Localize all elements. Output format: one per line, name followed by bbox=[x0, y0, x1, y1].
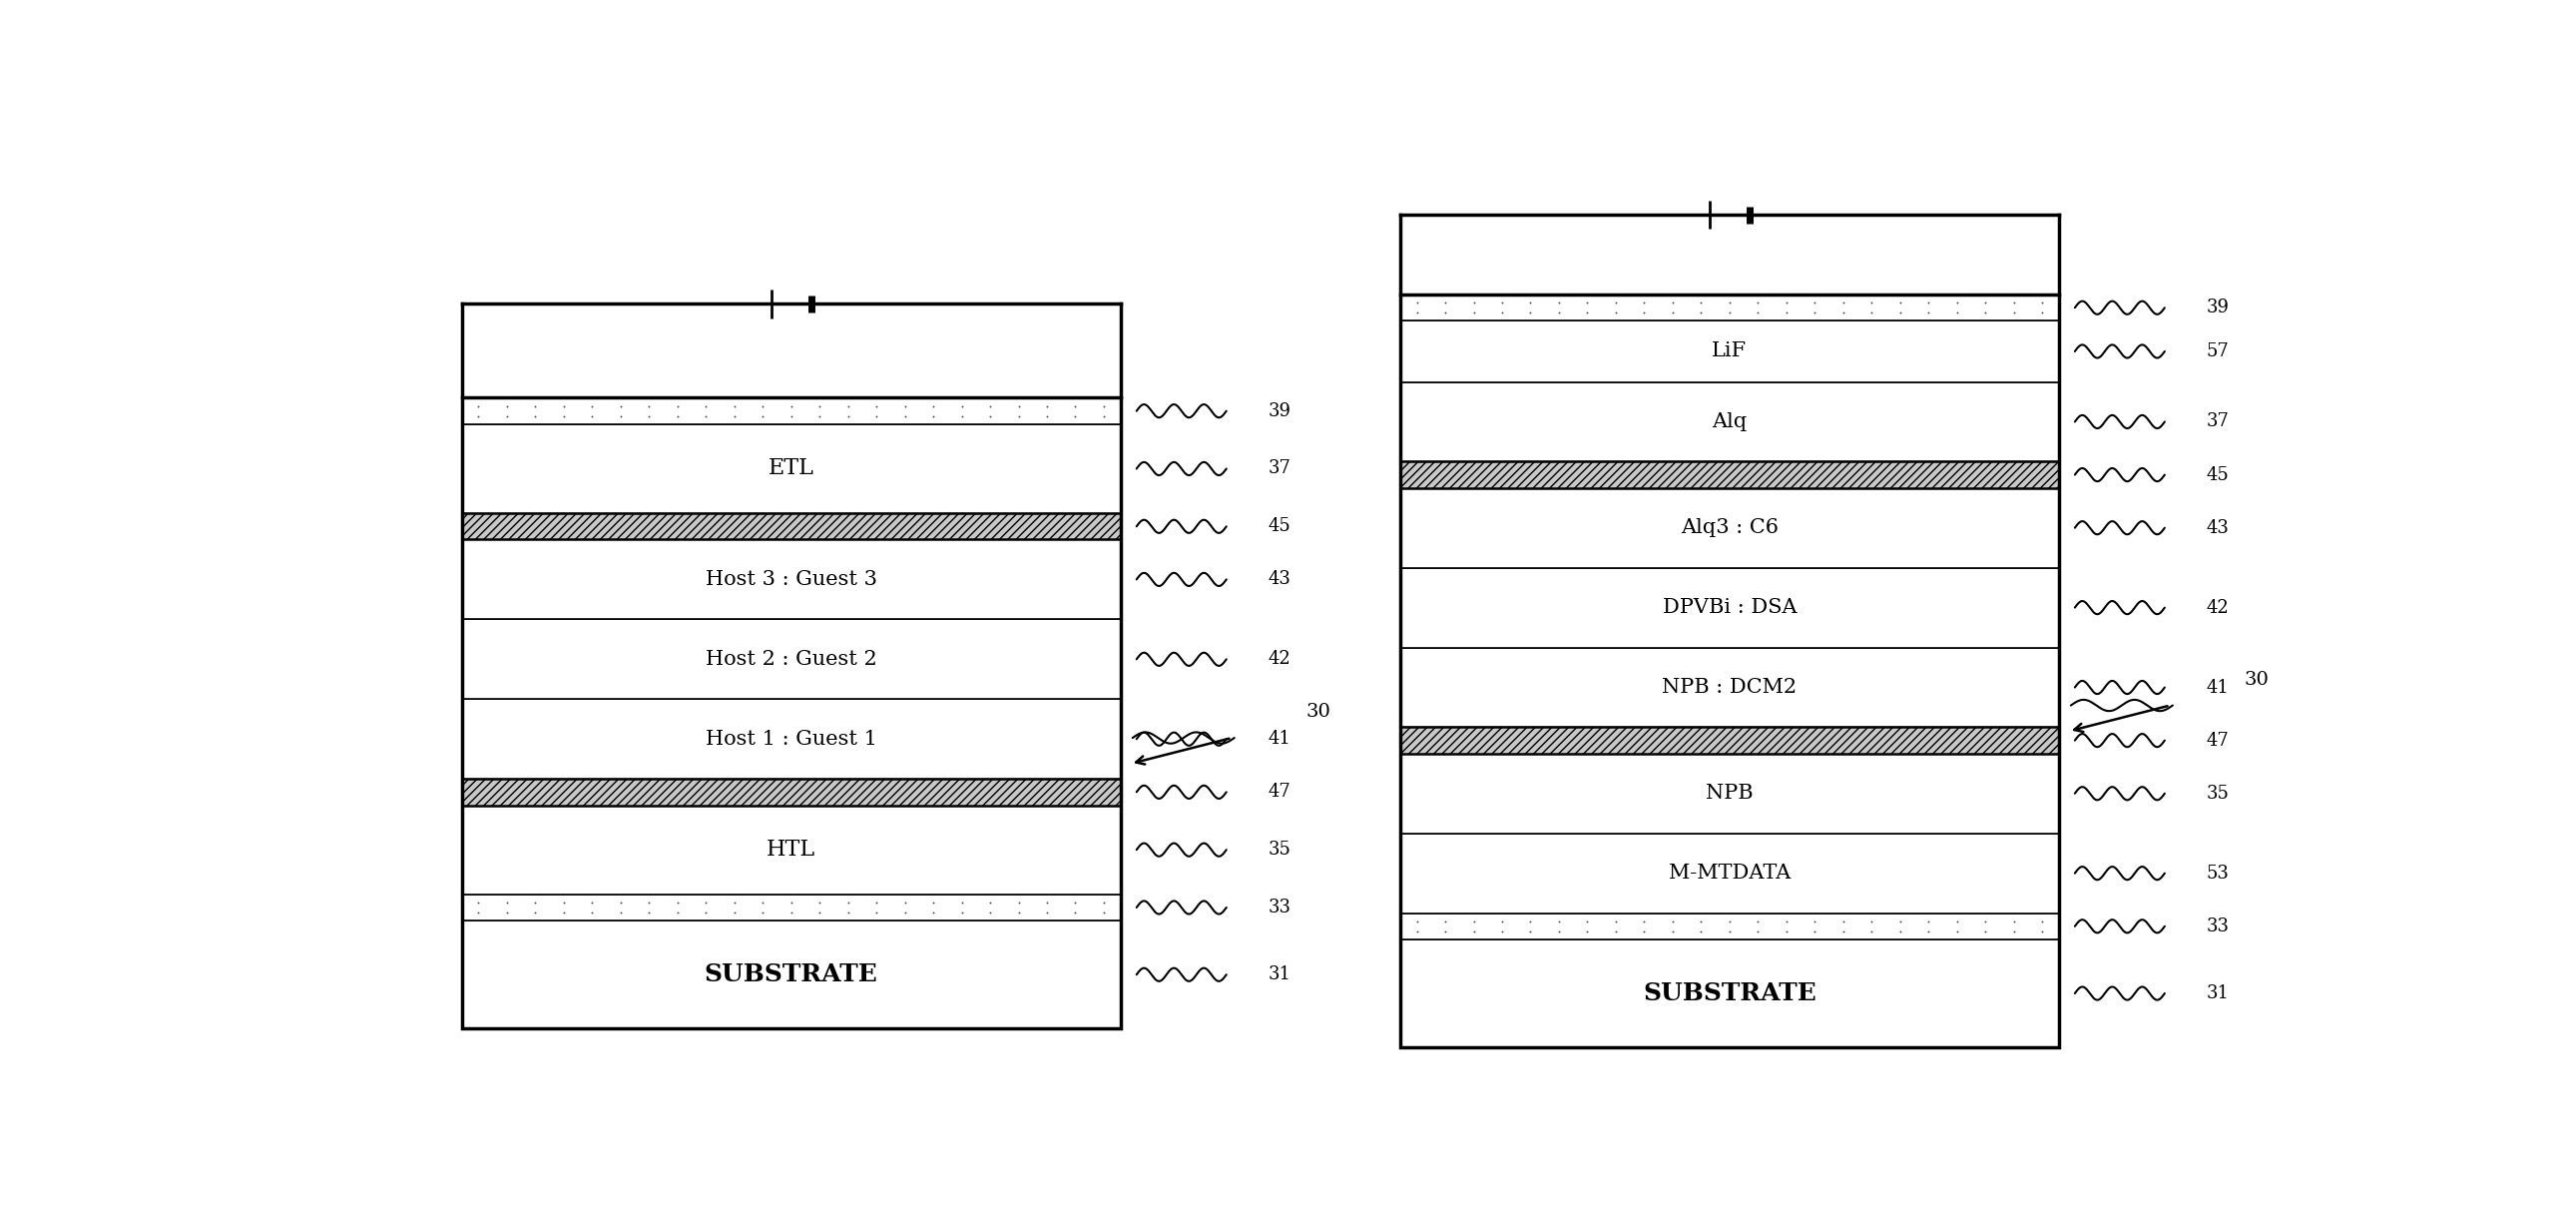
Text: 39: 39 bbox=[2208, 299, 2231, 317]
Text: 35: 35 bbox=[2208, 785, 2228, 802]
Text: 45: 45 bbox=[2208, 466, 2228, 484]
Bar bbox=[461, 513, 1121, 540]
Text: M-MTDATA: M-MTDATA bbox=[1669, 864, 1790, 883]
Text: 43: 43 bbox=[1267, 570, 1291, 589]
Text: Alq: Alq bbox=[1713, 412, 1747, 432]
Text: 39: 39 bbox=[1267, 402, 1291, 421]
Text: Alq3 : C6: Alq3 : C6 bbox=[1680, 518, 1777, 538]
Bar bbox=[461, 920, 1121, 1029]
Bar bbox=[461, 700, 1121, 779]
Text: 30: 30 bbox=[1306, 703, 1332, 720]
Text: 30: 30 bbox=[2244, 670, 2269, 689]
Text: HTL: HTL bbox=[768, 839, 817, 861]
Text: 31: 31 bbox=[2208, 985, 2231, 1002]
Bar bbox=[1401, 753, 2058, 834]
Bar bbox=[461, 806, 1121, 895]
Bar bbox=[461, 540, 1121, 619]
Text: 57: 57 bbox=[2208, 343, 2228, 361]
Text: 47: 47 bbox=[2208, 731, 2228, 750]
Text: Host 1 : Guest 1: Host 1 : Guest 1 bbox=[706, 729, 876, 748]
Text: DPVBi : DSA: DPVBi : DSA bbox=[1662, 599, 1795, 617]
Bar bbox=[461, 619, 1121, 700]
Text: 37: 37 bbox=[1267, 460, 1291, 478]
Text: SUBSTRATE: SUBSTRATE bbox=[1643, 981, 1816, 1006]
Bar bbox=[1401, 834, 2058, 913]
Bar bbox=[1401, 647, 2058, 728]
Bar bbox=[1401, 295, 2058, 321]
Text: LiF: LiF bbox=[1713, 341, 1747, 361]
Text: 41: 41 bbox=[2208, 679, 2228, 696]
Bar bbox=[461, 779, 1121, 806]
Text: 33: 33 bbox=[1267, 898, 1291, 917]
Text: ETL: ETL bbox=[768, 457, 814, 480]
Bar bbox=[1401, 321, 2058, 382]
Text: 45: 45 bbox=[1267, 517, 1291, 535]
Bar bbox=[1401, 913, 2058, 940]
Text: 53: 53 bbox=[2208, 864, 2228, 883]
Bar bbox=[461, 895, 1121, 920]
Text: NPB : DCM2: NPB : DCM2 bbox=[1662, 678, 1798, 697]
Bar bbox=[461, 397, 1121, 424]
Bar bbox=[1401, 568, 2058, 647]
Text: Host 3 : Guest 3: Host 3 : Guest 3 bbox=[706, 570, 876, 589]
Bar bbox=[1401, 728, 2058, 753]
Text: 31: 31 bbox=[1267, 965, 1291, 984]
Bar bbox=[461, 397, 1121, 1029]
Text: NPB: NPB bbox=[1705, 784, 1754, 803]
Text: 42: 42 bbox=[2208, 599, 2228, 617]
Text: Host 2 : Guest 2: Host 2 : Guest 2 bbox=[706, 650, 876, 669]
Bar bbox=[1401, 488, 2058, 568]
Text: 42: 42 bbox=[1267, 650, 1291, 668]
Text: 41: 41 bbox=[1267, 730, 1291, 748]
Bar bbox=[1401, 295, 2058, 1047]
Text: SUBSTRATE: SUBSTRATE bbox=[703, 963, 878, 986]
Text: 33: 33 bbox=[2208, 917, 2231, 935]
Bar bbox=[1401, 940, 2058, 1047]
Bar bbox=[1401, 462, 2058, 488]
Bar bbox=[461, 424, 1121, 513]
Bar bbox=[1401, 382, 2058, 462]
Text: 43: 43 bbox=[2208, 519, 2228, 536]
Text: 35: 35 bbox=[1267, 841, 1291, 858]
Text: 37: 37 bbox=[2208, 413, 2228, 430]
Text: 47: 47 bbox=[1267, 783, 1291, 801]
